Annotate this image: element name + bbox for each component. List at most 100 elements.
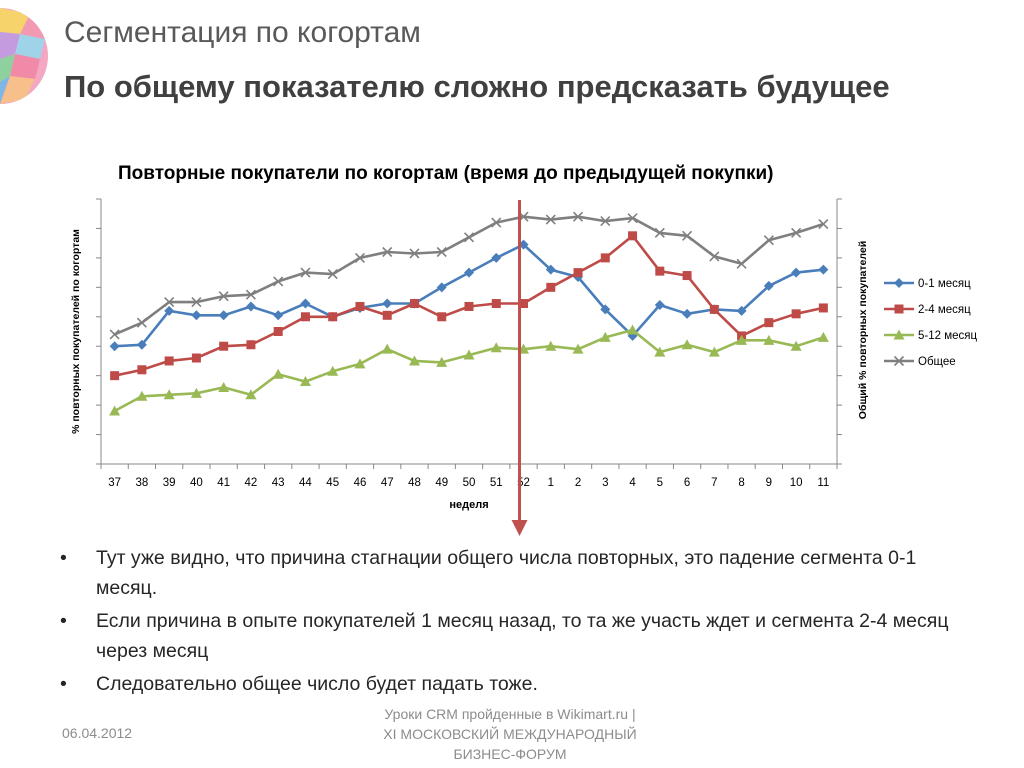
data-point [164, 305, 175, 316]
bullet-list: • Тут уже видно, что причина стагнации об… [60, 543, 960, 702]
data-point [600, 253, 610, 263]
bullet-text: Если причина в опыте покупателей 1 месяц… [96, 610, 949, 662]
data-point [109, 329, 120, 340]
data-point [654, 346, 666, 357]
data-point [709, 304, 719, 314]
data-point [654, 227, 665, 238]
data-point [655, 266, 665, 276]
x-tick-label: 42 [245, 477, 258, 489]
data-point [736, 334, 748, 345]
data-point [409, 299, 419, 309]
data-point [273, 310, 284, 321]
data-point [409, 248, 420, 259]
x-tick-label: 38 [135, 477, 148, 489]
data-point [627, 213, 638, 224]
x-tick-label: 3 [602, 477, 608, 489]
data-point [545, 340, 557, 351]
bullet-item: • Если причина в опыте покупателей 1 меся… [60, 606, 960, 666]
data-point [791, 267, 802, 278]
slide-subtitle: По общему показателю сложно предсказать … [64, 69, 890, 104]
data-point [545, 264, 556, 275]
data-point [109, 341, 120, 352]
data-point [491, 299, 501, 309]
data-point [354, 252, 366, 263]
data-point [600, 216, 611, 227]
data-point [572, 343, 584, 354]
data-point [327, 365, 339, 376]
data-point [300, 267, 311, 278]
data-point [219, 341, 229, 351]
x-tick-label: 5 [657, 477, 663, 489]
bullet-dot-icon: • [60, 610, 67, 632]
legend-marker [894, 278, 904, 288]
data-point [218, 291, 229, 302]
x-tick-label: 4 [629, 477, 636, 489]
chart-title: Повторные покупатели по когортам (время … [118, 163, 774, 184]
mosaic-logo [0, 8, 48, 104]
data-point [436, 282, 447, 293]
data-point [328, 312, 338, 322]
data-point [463, 349, 475, 360]
x-tick-label: 9 [766, 477, 772, 489]
footer-event-line: БИЗНЕС-ФОРУМ [453, 746, 567, 762]
data-point [627, 324, 639, 335]
bullet-text: Следовательно общее число будет падать т… [96, 673, 538, 695]
data-point [436, 246, 447, 258]
data-point [463, 232, 475, 243]
y-axis-label-left: % повторных покупателей по когортам [70, 229, 82, 434]
bullet-item: • Следовательно общее число будет падать … [60, 669, 960, 699]
data-point [764, 318, 774, 328]
data-point [464, 267, 474, 278]
data-point [164, 356, 174, 366]
data-point [382, 310, 392, 320]
data-point [163, 389, 175, 400]
footer-event-line: XI МОСКОВСКИЙ МЕЖДУНАРОДНЫЙ [383, 726, 637, 742]
data-point [682, 308, 693, 319]
data-point [191, 296, 202, 308]
data-point [763, 280, 774, 291]
data-point [408, 355, 420, 366]
data-point [436, 356, 448, 367]
x-tick-label: 10 [790, 477, 803, 489]
data-point [382, 246, 393, 258]
data-point [299, 376, 311, 387]
x-axis-label: неделя [449, 499, 488, 511]
data-point [246, 340, 256, 350]
x-tick-label: 7 [711, 477, 717, 489]
data-point [273, 276, 284, 287]
data-point [654, 300, 665, 310]
x-tick-label: 1 [548, 477, 554, 489]
data-point [218, 381, 230, 392]
data-point [191, 353, 201, 363]
x-tick-label: 47 [381, 477, 394, 489]
x-tick-label: 40 [190, 477, 203, 489]
bullet-dot-icon: • [60, 547, 67, 569]
x-tick-label: 50 [463, 477, 476, 489]
data-point [519, 299, 529, 309]
data-point [110, 371, 120, 381]
data-point [709, 251, 720, 262]
data-point [136, 317, 147, 328]
data-point [136, 339, 147, 350]
data-point [818, 303, 828, 313]
legend-marker [893, 329, 905, 340]
data-point [628, 231, 638, 241]
data-point [354, 358, 366, 369]
data-point [381, 343, 393, 354]
x-tick-label: 49 [435, 477, 448, 489]
x-tick-label: 44 [299, 477, 312, 489]
data-point [790, 340, 802, 351]
data-point [817, 331, 829, 342]
data-point [300, 298, 311, 309]
x-tick-label: 39 [163, 477, 176, 489]
data-point [791, 309, 801, 319]
legend-label: 5-12 месяц [918, 330, 977, 342]
data-point [245, 301, 256, 312]
data-point [245, 389, 257, 400]
data-point [600, 304, 611, 315]
footer-event-line: Уроки CRM пройденные в Wikimart.ru | [384, 706, 636, 722]
data-point [818, 264, 829, 275]
y-axis-label-right: Общий % повторных покупателей [857, 241, 869, 419]
data-point [763, 235, 774, 246]
line-chart: 37 38 39 40 41 42 43 44 45 46 47 48 49 50 51 52 1 2 3 4 5 6 7 8… [70, 198, 977, 536]
